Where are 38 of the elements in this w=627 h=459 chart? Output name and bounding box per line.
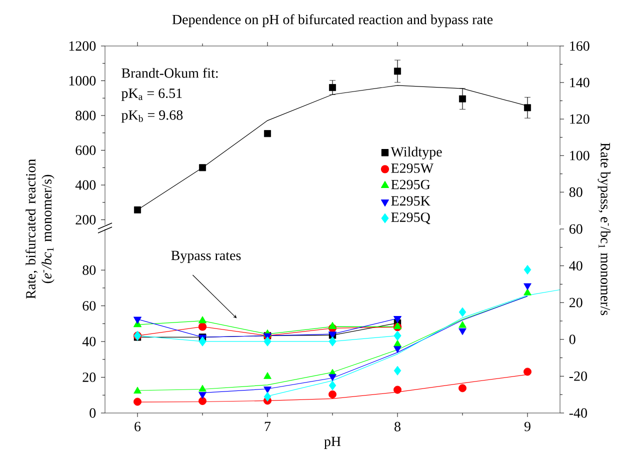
y-tick-label: 20: [82, 372, 96, 382]
y2-tick-label: 60: [569, 224, 582, 234]
y2-tick-label: 20: [569, 298, 582, 308]
y-tick-label: 600: [76, 146, 96, 155]
chart-title: Dependence on pH of bifurcated reaction and bypass rate: [172, 14, 493, 28]
y2-tick-label: -40: [569, 408, 588, 418]
y-tick-label: 80: [82, 265, 96, 275]
y2-tick-label: 100: [570, 150, 590, 160]
legend-label: E295Q: [391, 212, 430, 224]
annotation: Bypass rates: [171, 250, 241, 264]
annotation: pK$_{a}$ = 6.51: [121, 88, 182, 101]
x-tick-label: 6: [134, 422, 141, 432]
x-tick-label: 7: [264, 422, 271, 432]
y2-tick-label: 160: [570, 41, 590, 51]
y-tick-label: 400: [75, 180, 96, 190]
y-tick-label: 0: [90, 408, 96, 418]
y-tick-label: 1000: [69, 76, 96, 86]
y-tick-label: 40: [82, 336, 96, 346]
y2-tick-label: 140: [570, 78, 590, 88]
annotation: pK$_{b}$ = 9.68: [121, 110, 183, 123]
y2-tick-label: -20: [569, 371, 588, 381]
y-tick-label: 60: [82, 301, 96, 311]
y2-tick-label: 80: [569, 187, 582, 197]
legend-label: E295W: [391, 164, 434, 173]
y2-tick-label: 40: [569, 261, 582, 271]
y2-axis-title: Rate bypass, e$^{-}$/bc$_{1}$ monomer/s: [598, 142, 611, 316]
y-tick-label: 200: [76, 215, 96, 225]
legend-label: E295G: [391, 180, 430, 190]
annotation: Brandt-Okum fit:: [122, 68, 218, 78]
x-tick-label: 8: [394, 422, 400, 432]
legend-label: E295K: [391, 196, 430, 206]
y-tick-label: 800: [76, 110, 96, 120]
y2-tick-label: 120: [570, 114, 590, 124]
x-tick-label: 9: [524, 422, 530, 432]
legend-label: Wildtype: [390, 146, 442, 160]
x-axis-title: pH: [324, 436, 341, 449]
y-tick-label: 1200: [69, 41, 96, 51]
y2-tick-label: 0: [569, 334, 576, 344]
